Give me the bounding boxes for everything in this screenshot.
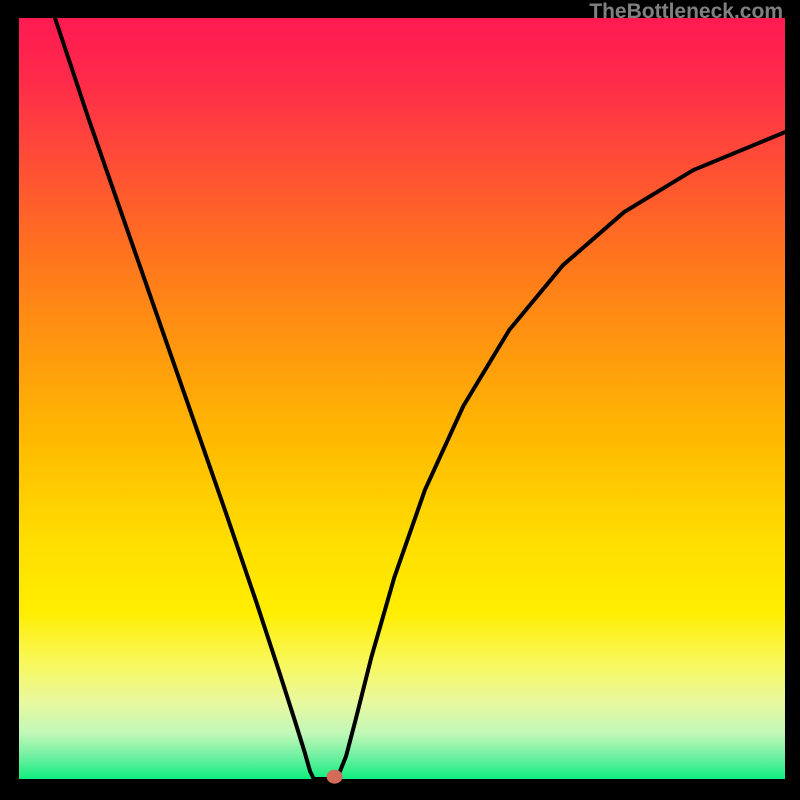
minimum-marker bbox=[327, 770, 343, 784]
curve-svg bbox=[19, 18, 785, 779]
chart-container: TheBottleneck.com bbox=[0, 0, 800, 800]
plot-area bbox=[19, 18, 785, 779]
watermark-text: TheBottleneck.com bbox=[589, 0, 783, 24]
bottleneck-curve bbox=[55, 18, 785, 779]
